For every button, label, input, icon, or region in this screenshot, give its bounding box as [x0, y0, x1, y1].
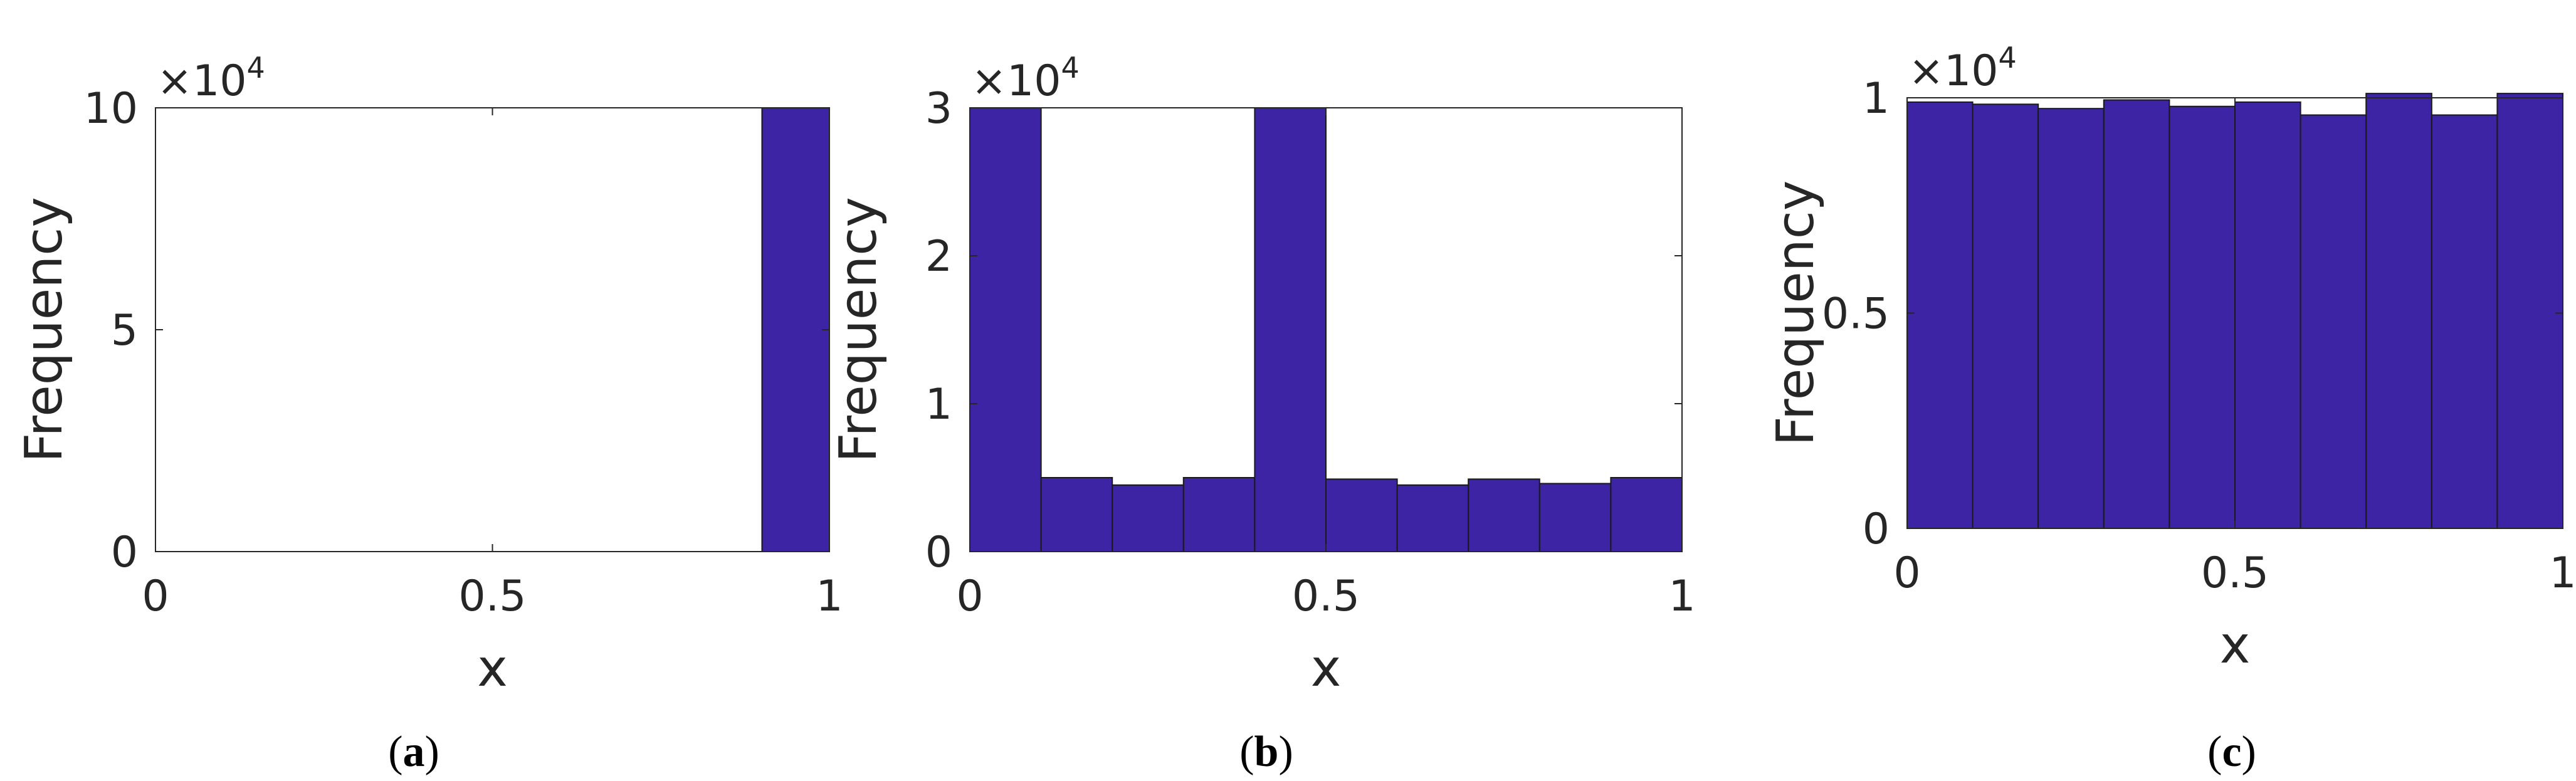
histogram-bar	[2365, 93, 2432, 529]
y-tick-label: 0.5	[1822, 290, 1890, 339]
histogram-bar	[1396, 484, 1469, 552]
caption-letter: b	[1254, 728, 1279, 776]
x-axis-label: x	[1311, 639, 1342, 698]
histogram-bar	[2234, 101, 2301, 529]
caption-close-paren: )	[425, 728, 439, 776]
caption-open-paren: (	[388, 728, 402, 776]
histogram-bar	[2037, 108, 2105, 530]
histogram-bar	[1538, 483, 1612, 552]
caption-open-paren: (	[2207, 728, 2222, 776]
histogram-bar	[761, 107, 830, 552]
x-tick-label: 0.5	[1292, 572, 1360, 621]
histogram-bar	[1254, 107, 1327, 552]
y-tick-label: 5	[111, 306, 138, 355]
histogram-bar	[2169, 105, 2236, 530]
y-exponent-label: ×104	[971, 51, 1080, 106]
histogram-bar	[1972, 103, 2039, 529]
x-tick-label: 0.5	[458, 572, 526, 621]
y-exponent-label: ×104	[157, 51, 265, 106]
x-tick-label: 1	[816, 572, 843, 621]
y-tick-label: 2	[925, 232, 952, 281]
exponent-base: ×10	[1908, 46, 1999, 96]
histogram-bar	[1112, 484, 1184, 552]
chart-panel-b: 0 0.5 1 0 1 2 3 ×104 x Frequency (b)	[829, 51, 1696, 776]
histogram-bar	[1325, 478, 1398, 552]
histogram-bar	[2431, 114, 2498, 530]
histogram-bar	[1610, 477, 1683, 552]
caption-open-paren: (	[1239, 728, 1254, 776]
x-tick-label: 1	[2549, 548, 2576, 598]
subfigure-caption: (a)	[388, 728, 439, 776]
y-tick-label: 10	[83, 84, 138, 134]
y-axis-label: Frequency	[14, 197, 74, 463]
x-tick-label: 1	[1668, 572, 1695, 621]
histogram-bar	[969, 107, 1042, 552]
x-tick-label: 0.5	[2201, 548, 2269, 598]
histogram-bar	[2496, 93, 2563, 529]
y-tick-label: 0	[925, 528, 952, 577]
chart-panel-c: 0 0.5 1 0 0.5 1 ×104 x Frequency (c)	[1766, 41, 2576, 776]
y-tick-label: 0	[1863, 505, 1890, 554]
y-axis-label: Frequency	[1766, 181, 1826, 446]
caption-letter: a	[403, 728, 425, 776]
subfigure-caption: (c)	[2207, 728, 2256, 776]
plot-area	[155, 108, 829, 552]
histogram-bar	[1906, 101, 1974, 529]
x-tick-label: 0	[1893, 548, 1920, 598]
exponent-power: 4	[247, 51, 265, 85]
y-axis-label: Frequency	[829, 197, 888, 463]
histogram-bar	[2300, 114, 2367, 530]
caption-close-paren: )	[2242, 728, 2256, 776]
histogram-bar	[2103, 99, 2170, 529]
exponent-power: 4	[1999, 41, 2017, 75]
caption-letter: c	[2222, 728, 2241, 776]
x-axis-label: x	[2220, 616, 2251, 675]
x-axis-label: x	[477, 639, 508, 698]
histogram-bar	[1040, 477, 1113, 552]
y-tick-label: 3	[925, 84, 952, 134]
exponent-power: 4	[1061, 51, 1080, 85]
y-tick-label: 1	[1863, 74, 1890, 123]
x-tick-label: 0	[142, 572, 169, 621]
y-tick-label: 0	[111, 528, 138, 577]
exponent-base: ×10	[157, 56, 247, 106]
caption-close-paren: )	[1278, 728, 1293, 776]
histogram-bar	[1182, 477, 1256, 552]
subfigure-caption: (b)	[1239, 728, 1293, 776]
histogram-bar	[1468, 478, 1540, 552]
y-exponent-label: ×104	[1908, 41, 2017, 96]
exponent-base: ×10	[971, 56, 1061, 106]
y-tick-label: 1	[925, 380, 952, 429]
x-tick-label: 0	[956, 572, 983, 621]
